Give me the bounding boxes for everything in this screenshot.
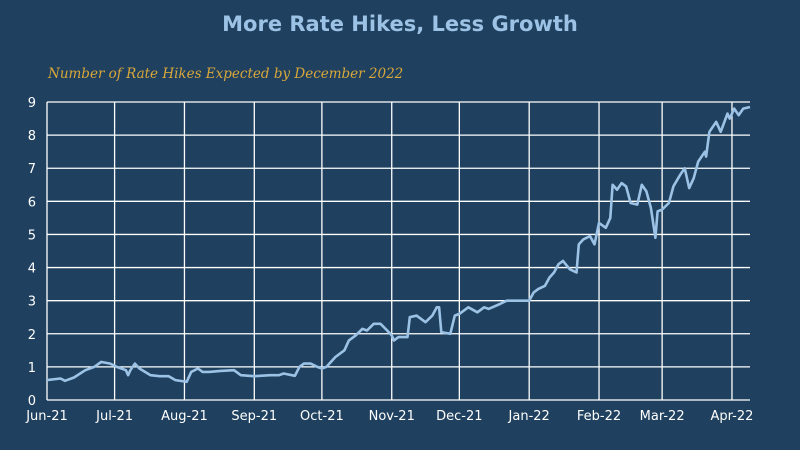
x-tick-label: Oct-21 <box>300 409 344 424</box>
y-tick-label: 1 <box>28 361 36 376</box>
y-tick-label: 0 <box>28 394 36 409</box>
x-tick-label: Mar-22 <box>640 409 685 424</box>
y-tick-label: 3 <box>28 295 36 310</box>
y-tick-label: 4 <box>28 262 36 277</box>
x-tick-label: Jun-21 <box>25 409 68 424</box>
y-tick-label: 6 <box>28 195 36 210</box>
x-tick-label: Sep-21 <box>231 409 277 424</box>
y-tick-label: 2 <box>28 328 36 343</box>
y-tick-label: 9 <box>28 96 36 111</box>
series-line <box>46 105 751 384</box>
x-tick-label: Apr-22 <box>711 409 754 424</box>
x-tick-label: Jan-22 <box>508 409 550 424</box>
chart-subtitle: Number of Rate Hikes Expected by Decembe… <box>48 66 404 82</box>
x-tick-label: Feb-22 <box>577 409 621 424</box>
x-tick-label: Jul-21 <box>95 409 133 424</box>
y-tick-label: 8 <box>28 129 36 144</box>
x-tick-label: Nov-21 <box>369 409 415 424</box>
x-tick-label: Aug-21 <box>161 409 208 424</box>
chart-title: More Rate Hikes, Less Growth <box>222 12 578 36</box>
y-tick-label: 5 <box>28 228 36 243</box>
x-tick-label: Dec-21 <box>436 409 482 424</box>
y-tick-label: 7 <box>28 162 36 177</box>
